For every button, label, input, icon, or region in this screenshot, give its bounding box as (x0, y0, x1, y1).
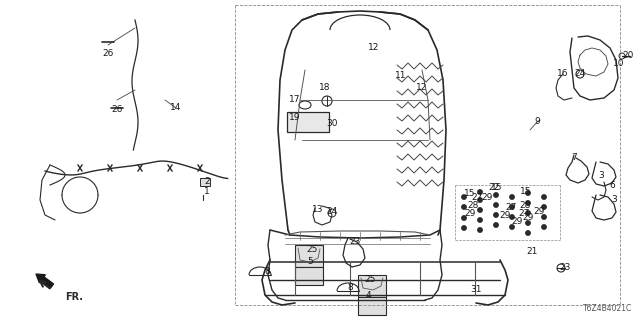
Text: 5: 5 (307, 257, 313, 266)
Circle shape (526, 191, 530, 195)
Bar (358, 297, 386, 315)
Bar (295, 267, 323, 285)
Bar (358, 275, 386, 297)
Text: 15: 15 (464, 188, 476, 197)
Circle shape (510, 205, 514, 209)
Circle shape (494, 193, 498, 197)
Circle shape (494, 223, 498, 227)
Bar (295, 245, 323, 267)
Text: 9: 9 (534, 117, 540, 126)
Text: 28: 28 (467, 201, 479, 210)
Text: 18: 18 (319, 83, 331, 92)
Text: 14: 14 (170, 103, 182, 113)
Text: 12: 12 (416, 84, 428, 92)
Circle shape (510, 215, 514, 219)
Circle shape (478, 218, 482, 222)
Circle shape (462, 226, 466, 230)
Text: 12: 12 (368, 44, 380, 52)
Text: 29: 29 (533, 207, 545, 217)
Circle shape (478, 190, 482, 194)
Text: 30: 30 (326, 119, 338, 129)
Circle shape (542, 195, 546, 199)
Text: 1: 1 (204, 188, 210, 196)
Text: 11: 11 (396, 71, 407, 81)
Text: 13: 13 (312, 205, 324, 214)
Text: T6Z4B4021C: T6Z4B4021C (583, 304, 632, 313)
Text: 23: 23 (349, 237, 361, 246)
Text: 28: 28 (519, 201, 531, 210)
Circle shape (478, 198, 482, 202)
Text: 24: 24 (574, 69, 586, 78)
Text: 29: 29 (481, 194, 493, 203)
Text: 29: 29 (499, 211, 511, 220)
Text: 8: 8 (347, 283, 353, 292)
Text: 29: 29 (464, 209, 476, 218)
Text: 4: 4 (365, 292, 371, 300)
Circle shape (510, 225, 514, 229)
Circle shape (526, 201, 530, 205)
Text: 22: 22 (488, 183, 500, 193)
Circle shape (494, 213, 498, 217)
Text: FR.: FR. (65, 292, 83, 302)
Text: 24: 24 (326, 206, 338, 215)
Text: 8: 8 (264, 267, 270, 276)
Text: 21: 21 (526, 247, 538, 257)
Text: 17: 17 (289, 94, 301, 103)
Circle shape (542, 205, 546, 209)
Circle shape (462, 205, 466, 209)
Circle shape (542, 225, 546, 229)
Circle shape (510, 195, 514, 199)
Text: 10: 10 (613, 59, 625, 68)
Circle shape (542, 215, 546, 219)
Text: 16: 16 (557, 69, 569, 78)
Circle shape (526, 221, 530, 225)
Circle shape (478, 228, 482, 232)
Text: 25: 25 (307, 244, 317, 253)
Text: 31: 31 (470, 285, 482, 294)
Bar (287, 112, 329, 132)
Bar (200, 178, 210, 186)
Circle shape (462, 216, 466, 220)
Text: 6: 6 (609, 180, 615, 189)
Circle shape (494, 203, 498, 207)
Text: 23: 23 (559, 263, 571, 273)
Text: 26: 26 (102, 50, 114, 59)
Text: 26: 26 (111, 105, 123, 114)
Text: 27: 27 (506, 203, 516, 212)
Circle shape (462, 195, 466, 199)
Circle shape (526, 211, 530, 215)
Text: 15: 15 (492, 182, 503, 191)
Circle shape (478, 208, 482, 212)
Text: 3: 3 (611, 196, 617, 204)
Text: 7: 7 (571, 154, 577, 163)
Text: 27: 27 (518, 209, 530, 218)
Text: 29: 29 (522, 213, 534, 222)
Text: 27: 27 (471, 193, 483, 202)
Text: 29: 29 (511, 217, 523, 226)
Text: 19: 19 (289, 114, 301, 123)
Text: 25: 25 (364, 276, 376, 284)
Text: 3: 3 (598, 171, 604, 180)
Text: 2: 2 (204, 178, 210, 187)
FancyArrow shape (36, 274, 54, 288)
Circle shape (526, 231, 530, 235)
Text: 15: 15 (520, 188, 532, 196)
Text: 20: 20 (622, 52, 634, 60)
